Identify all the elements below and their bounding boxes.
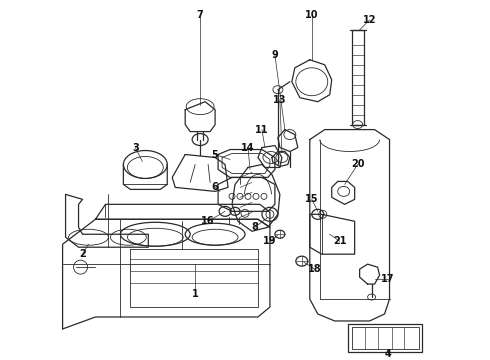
Text: 15: 15	[305, 194, 318, 204]
Bar	[348, 324, 422, 352]
Text: 3: 3	[132, 143, 139, 153]
Text: 12: 12	[363, 15, 376, 25]
Text: 7: 7	[197, 10, 203, 20]
Text: 19: 19	[263, 236, 277, 246]
Text: 5: 5	[212, 149, 219, 159]
Text: 17: 17	[381, 274, 394, 284]
Text: 20: 20	[351, 159, 365, 170]
Text: 16: 16	[201, 216, 215, 226]
Text: 21: 21	[333, 236, 346, 246]
Text: 2: 2	[79, 249, 86, 259]
Text: 14: 14	[241, 143, 255, 153]
Text: 8: 8	[251, 222, 258, 232]
Text: 4: 4	[384, 349, 391, 359]
Text: 9: 9	[271, 50, 278, 60]
Text: 6: 6	[212, 183, 219, 192]
Text: 1: 1	[192, 289, 198, 299]
Bar	[352, 327, 419, 349]
Text: 13: 13	[273, 95, 287, 105]
Bar	[352, 30, 364, 125]
Text: 10: 10	[305, 10, 318, 20]
Text: 11: 11	[255, 125, 269, 135]
Text: 18: 18	[308, 264, 321, 274]
